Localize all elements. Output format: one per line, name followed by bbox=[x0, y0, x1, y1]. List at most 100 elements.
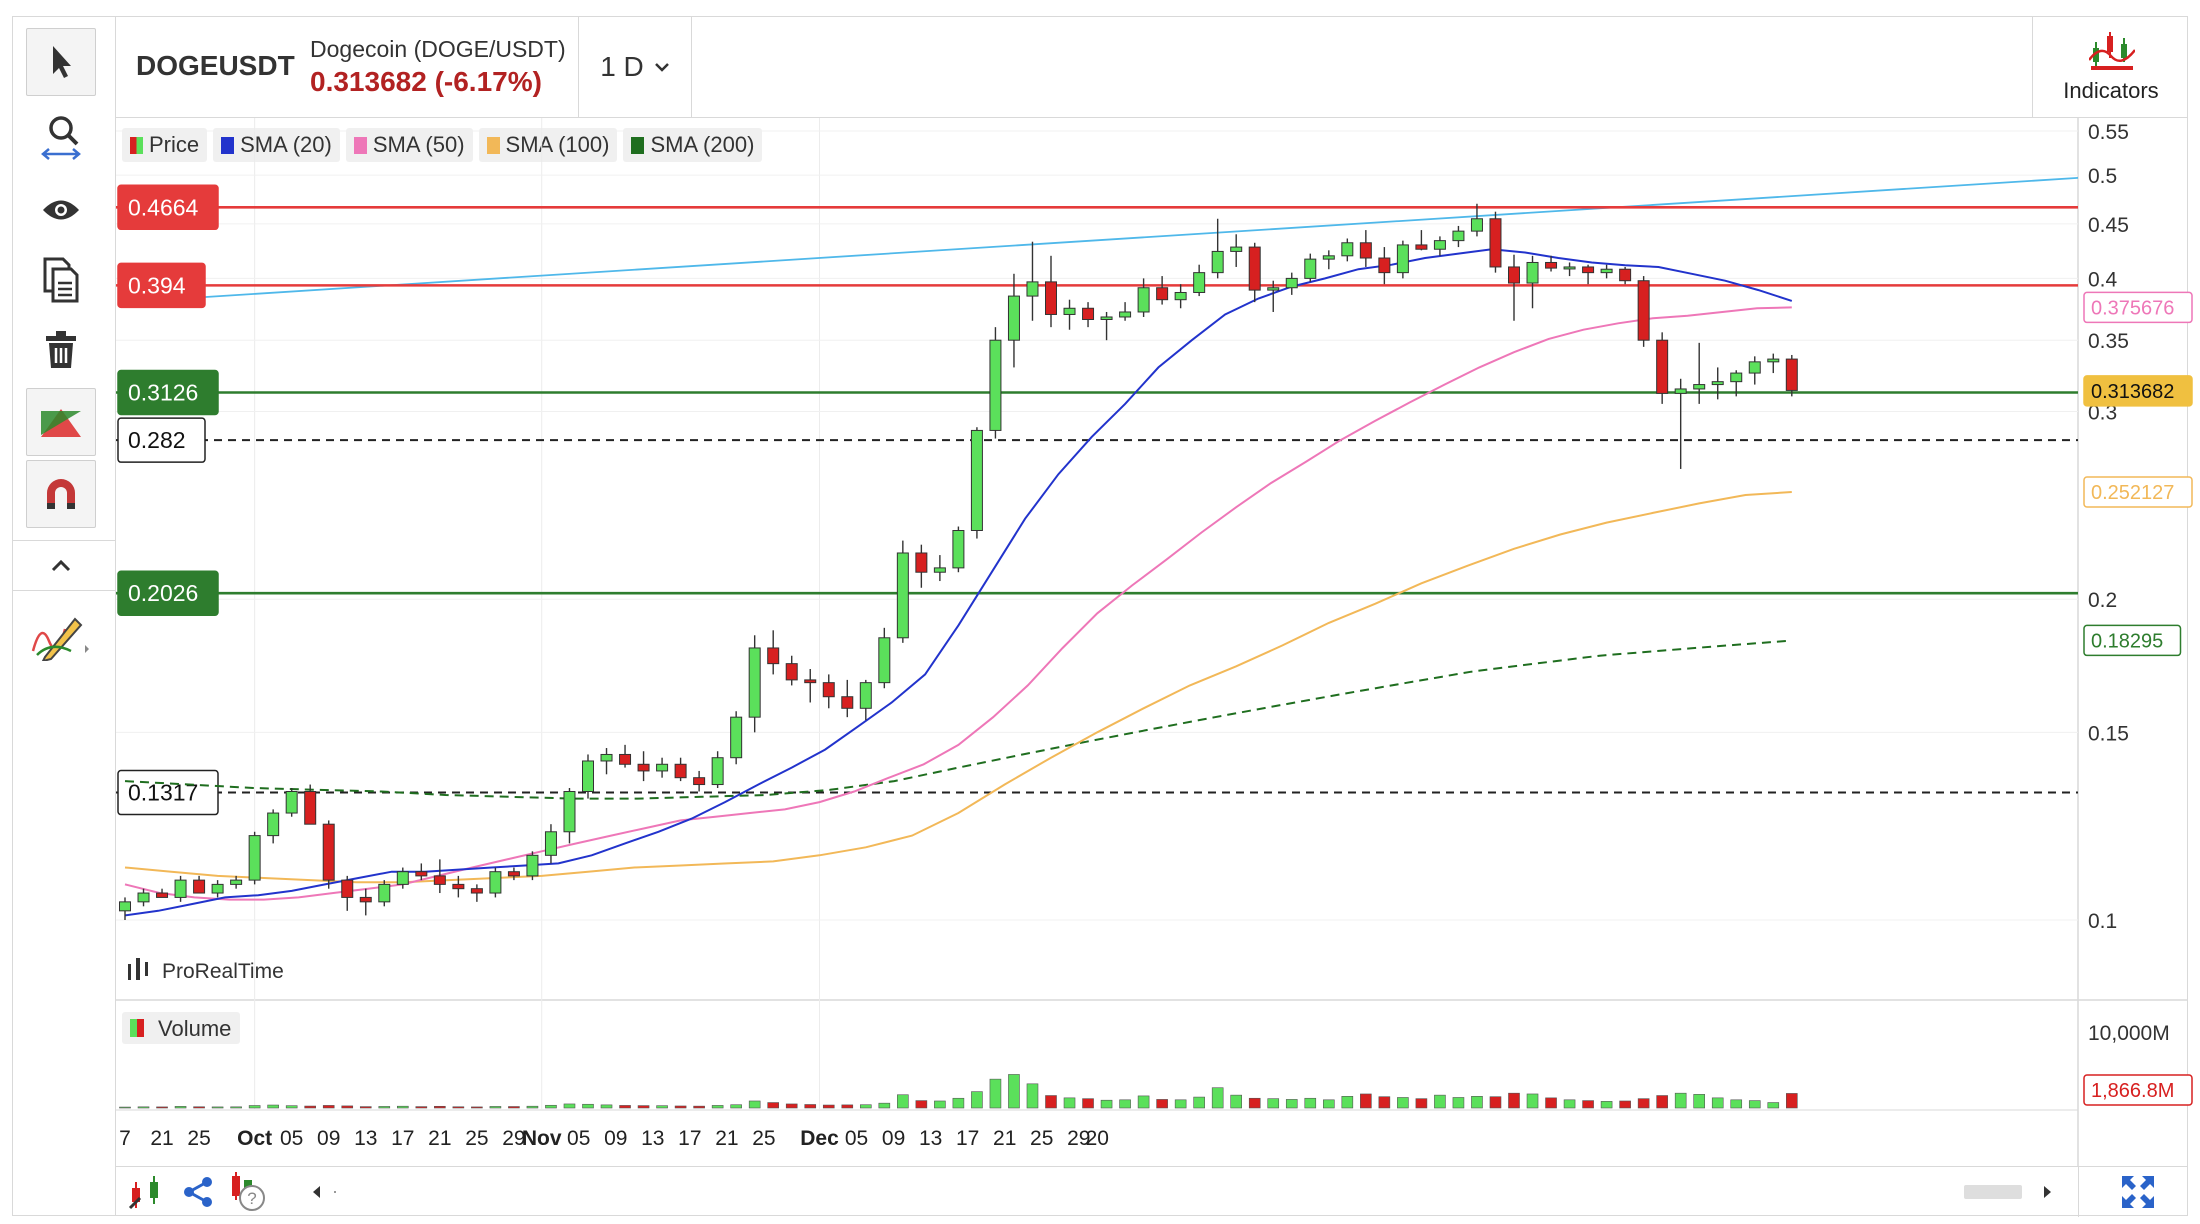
volume-bar bbox=[1304, 1097, 1317, 1109]
sma100-swatch bbox=[486, 136, 500, 154]
volume-bar bbox=[1100, 1099, 1113, 1109]
volume-bar bbox=[1656, 1095, 1668, 1109]
volume-bar bbox=[1360, 1093, 1372, 1109]
candle-body bbox=[619, 753, 632, 765]
sma50-line bbox=[124, 306, 1792, 901]
x-tick-label: 7 bbox=[119, 1127, 131, 1150]
candle-body bbox=[1767, 358, 1780, 363]
symbol-ticker[interactable]: DOGEUSDT bbox=[136, 50, 295, 81]
timeframe-select[interactable]: 1 D bbox=[578, 16, 692, 117]
legend-item-sma50[interactable]: SMA (50) bbox=[345, 128, 473, 162]
candle-body bbox=[452, 883, 465, 890]
price-swatch bbox=[130, 136, 143, 154]
legend-item-sma100[interactable]: SMA (100) bbox=[478, 128, 618, 162]
level-badge-label: 0.282 bbox=[128, 427, 186, 453]
scroll-left-icon bbox=[313, 1186, 320, 1198]
legend-label: SMA (100) bbox=[505, 132, 610, 157]
candle-body bbox=[582, 760, 594, 793]
volume-bar bbox=[1397, 1097, 1409, 1109]
candle-body bbox=[1359, 242, 1372, 259]
candle-body bbox=[193, 879, 206, 894]
volume-bar bbox=[804, 1104, 817, 1109]
volume-bar bbox=[1415, 1098, 1428, 1109]
volume-bar bbox=[1063, 1097, 1076, 1109]
volume-bar bbox=[1434, 1094, 1446, 1109]
cursor-tool-button[interactable] bbox=[26, 28, 96, 96]
price-tick-label: 0.1 bbox=[2088, 910, 2117, 933]
copy-tool-button[interactable] bbox=[26, 246, 96, 314]
magnet-tool-button[interactable] bbox=[26, 460, 96, 528]
volume-bar bbox=[952, 1097, 965, 1109]
candle-body bbox=[1545, 261, 1558, 269]
candle-body bbox=[1433, 240, 1446, 250]
watermark-label: ProRealTime bbox=[162, 960, 284, 983]
volume-bar bbox=[600, 1104, 613, 1109]
indicators-button[interactable]: Indicators bbox=[2032, 16, 2188, 117]
zoom-tool-button[interactable] bbox=[26, 104, 96, 172]
volume-legend-chip bbox=[122, 1012, 240, 1044]
legend-label: SMA (50) bbox=[372, 132, 465, 157]
volume-bar bbox=[211, 1106, 224, 1109]
price-badge bbox=[2083, 476, 2193, 508]
candle-body bbox=[767, 647, 780, 665]
candle-body bbox=[1600, 268, 1613, 274]
last-price-change: 0.313682 (-6.17%) bbox=[310, 66, 542, 97]
x-tick-label: 25 bbox=[752, 1127, 775, 1150]
level-badge bbox=[117, 570, 219, 616]
candle-body bbox=[544, 831, 557, 856]
visibility-tool-button[interactable] bbox=[26, 176, 96, 244]
price-chart[interactable]: 0.55 0.5 0.45 0.4 0.35 0.3 0.2 0.15 0.1 10,000M 0.… bbox=[0, 0, 2200, 1170]
volume-bar bbox=[1545, 1097, 1557, 1109]
candle-body bbox=[748, 647, 761, 718]
legend-item-sma20[interactable]: SMA (20) bbox=[213, 128, 340, 162]
left-toolbar bbox=[12, 16, 116, 1216]
legend-item-sma200[interactable]: SMA (200) bbox=[623, 128, 763, 162]
volume-bar bbox=[915, 1100, 928, 1109]
legend-item-price[interactable]: Price bbox=[122, 128, 208, 162]
candle-body bbox=[174, 879, 187, 898]
volume-bar bbox=[1285, 1099, 1298, 1109]
volume-bar bbox=[1526, 1093, 1539, 1109]
collapse-toolbar-button[interactable] bbox=[26, 544, 96, 588]
volume-bar bbox=[452, 1106, 465, 1109]
candle-body bbox=[433, 875, 446, 885]
price-badge bbox=[2083, 291, 2193, 324]
x-tick-label: 17 bbox=[678, 1127, 701, 1150]
candle-body bbox=[322, 823, 335, 881]
x-tick-label: 05 bbox=[567, 1127, 590, 1150]
candle-body bbox=[1082, 307, 1095, 321]
scroll-right-button[interactable] bbox=[2036, 1173, 2060, 1211]
volume-bar bbox=[508, 1106, 520, 1109]
help-button[interactable]: ? bbox=[226, 1172, 270, 1211]
candle-body bbox=[396, 871, 409, 885]
price-badge-label: 0.18295 bbox=[2091, 630, 2163, 652]
volume-bar bbox=[878, 1102, 891, 1109]
delete-tool-button[interactable] bbox=[26, 316, 96, 384]
volume-bar bbox=[545, 1104, 557, 1109]
volume-bar bbox=[785, 1103, 798, 1109]
scroll-left-button[interactable] bbox=[304, 1173, 328, 1211]
compare-candles-icon bbox=[128, 1176, 158, 1210]
price-badge-label: 1,866.8M bbox=[2091, 1080, 2174, 1102]
candle-body bbox=[1693, 384, 1706, 390]
compare-button[interactable] bbox=[124, 1173, 168, 1211]
x-tick-label: 21 bbox=[715, 1127, 738, 1150]
candle-body bbox=[156, 892, 169, 898]
fullscreen-button[interactable] bbox=[2116, 1173, 2160, 1211]
volume-legend-label: Volume bbox=[158, 1016, 231, 1041]
price-tick-label: 0.55 bbox=[2088, 121, 2129, 144]
candle-body bbox=[1785, 358, 1798, 391]
trend-tool-button[interactable] bbox=[26, 388, 96, 456]
volume-bar bbox=[1619, 1100, 1631, 1109]
scroll-thumb[interactable] bbox=[1964, 1185, 2022, 1199]
candle-body bbox=[1230, 246, 1243, 252]
x-tick-label: 05 bbox=[845, 1127, 868, 1150]
volume-bar bbox=[841, 1104, 854, 1109]
drawing-tools-button[interactable] bbox=[26, 602, 96, 670]
volume-swatch-up bbox=[130, 1019, 137, 1037]
candle-body bbox=[804, 679, 817, 684]
volume-bar bbox=[674, 1105, 687, 1109]
share-button[interactable] bbox=[178, 1173, 218, 1211]
x-tick-label: 21 bbox=[150, 1127, 173, 1150]
volume-bar bbox=[934, 1100, 946, 1109]
